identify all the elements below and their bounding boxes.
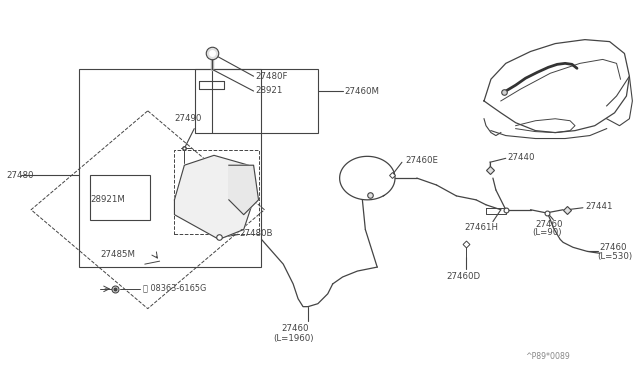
Text: 27461H: 27461H xyxy=(464,223,498,232)
Bar xyxy=(175,150,259,234)
Bar xyxy=(79,69,262,267)
Text: 27460M: 27460M xyxy=(344,87,380,96)
Text: 28921M: 28921M xyxy=(90,195,125,204)
Text: 27480F: 27480F xyxy=(255,72,288,81)
Text: 28921: 28921 xyxy=(255,86,283,94)
Text: 27460: 27460 xyxy=(536,220,563,229)
Text: 27460D: 27460D xyxy=(447,272,481,282)
Text: 27440: 27440 xyxy=(508,153,535,162)
Text: 27485M: 27485M xyxy=(100,250,135,259)
Text: 27460: 27460 xyxy=(600,243,627,252)
Text: (L=90): (L=90) xyxy=(532,228,562,237)
Bar xyxy=(195,69,318,132)
Text: (L=530): (L=530) xyxy=(596,252,632,261)
Text: 27460E: 27460E xyxy=(405,156,438,165)
Bar xyxy=(90,175,150,219)
Text: 27490: 27490 xyxy=(175,114,202,123)
Text: ^P89*0089: ^P89*0089 xyxy=(525,352,570,360)
Text: 27480B: 27480B xyxy=(240,229,273,238)
Polygon shape xyxy=(229,165,259,215)
Text: (L=1960): (L=1960) xyxy=(273,334,314,343)
Polygon shape xyxy=(175,155,253,240)
Text: 27460: 27460 xyxy=(281,324,308,333)
Text: 27480: 27480 xyxy=(6,171,34,180)
Text: Ⓢ 08363-6165G: Ⓢ 08363-6165G xyxy=(143,283,206,292)
Text: 27441: 27441 xyxy=(585,202,612,211)
